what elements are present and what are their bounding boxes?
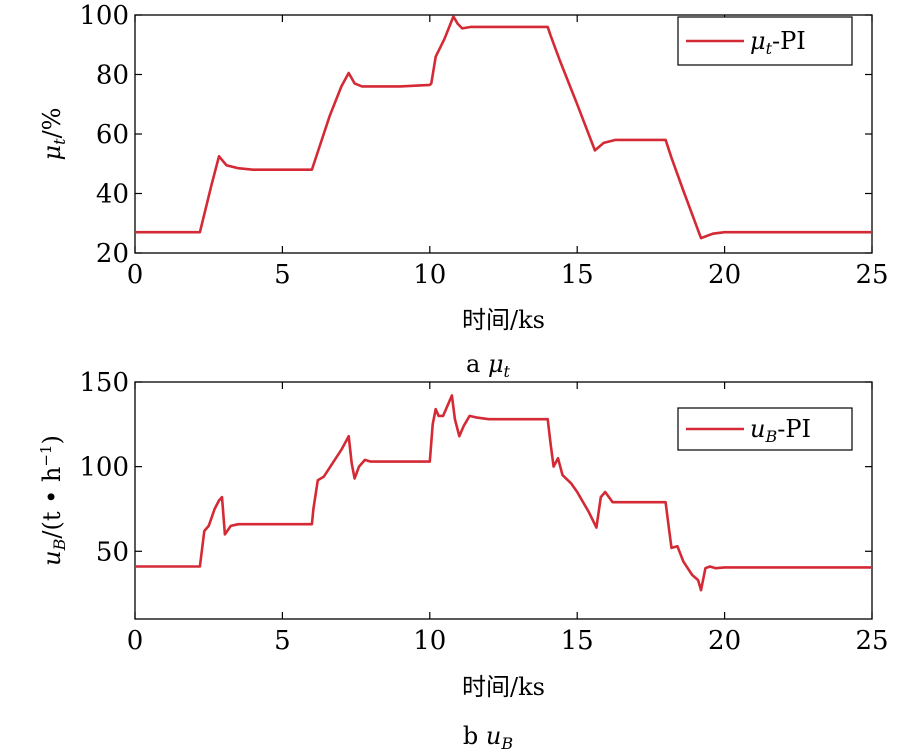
chart2: 0 5 10 15 20 25 50 100 150 uB-PI 时间/ks uB/(t • h−1)…	[37, 368, 889, 753]
chart1-series-line-1	[135, 15, 872, 240]
chart2-series-line-1	[135, 394, 872, 592]
chart2-xtick-label: 20	[708, 626, 741, 656]
chart2-xtick-label: 10	[413, 626, 446, 656]
chart1-xtick-label: 10	[413, 260, 446, 290]
chart2-ytick-label: 50	[96, 537, 129, 567]
chart2-x-axis-label: 时间/ks	[462, 673, 545, 701]
chart2-plot-frame	[134, 381, 873, 620]
chart1-xtick-label: 25	[855, 260, 888, 290]
chart1-ytick-label: 60	[96, 120, 129, 150]
chart2-caption: b uB	[463, 722, 513, 753]
chart1-ytick-label: 40	[96, 180, 129, 210]
chart2-legend: uB-PI	[677, 407, 853, 451]
chart1-legend-label: μt-PI	[750, 27, 806, 58]
chart1-ytick-label: 80	[96, 61, 129, 91]
chart1-xtick-label: 5	[274, 260, 291, 290]
chart2-y-axis-label: uB/(t • h−1)	[37, 435, 69, 566]
chart1-xtick-label: 15	[561, 260, 594, 290]
chart2-xtick-label: 25	[855, 626, 888, 656]
chart2-xtick-label: 0	[127, 626, 144, 656]
chart1: 0 5 10 15 20 25 20 40 60 80 100 μt-PI 时间/ks μt/% a μt	[38, 1, 889, 381]
chart1-xtick-label: 0	[127, 260, 144, 290]
chart2-xtick-label: 15	[561, 626, 594, 656]
chart2-xtick-label: 5	[274, 626, 291, 656]
chart1-y-axis-label: μt/%	[38, 108, 69, 161]
chart1-ytick-label: 100	[79, 1, 129, 31]
chart1-caption: a μt	[466, 350, 511, 381]
chart1-x-axis-label: 时间/ks	[462, 306, 545, 334]
chart1-legend: μt-PI	[677, 16, 853, 66]
chart1-ytick-label: 20	[96, 239, 129, 269]
chart2-ytick-label: 100	[79, 453, 129, 483]
chart2-ytick-label: 150	[79, 368, 129, 398]
chart2-legend-label: uB-PI	[750, 415, 811, 446]
chart1-xtick-label: 20	[708, 260, 741, 290]
